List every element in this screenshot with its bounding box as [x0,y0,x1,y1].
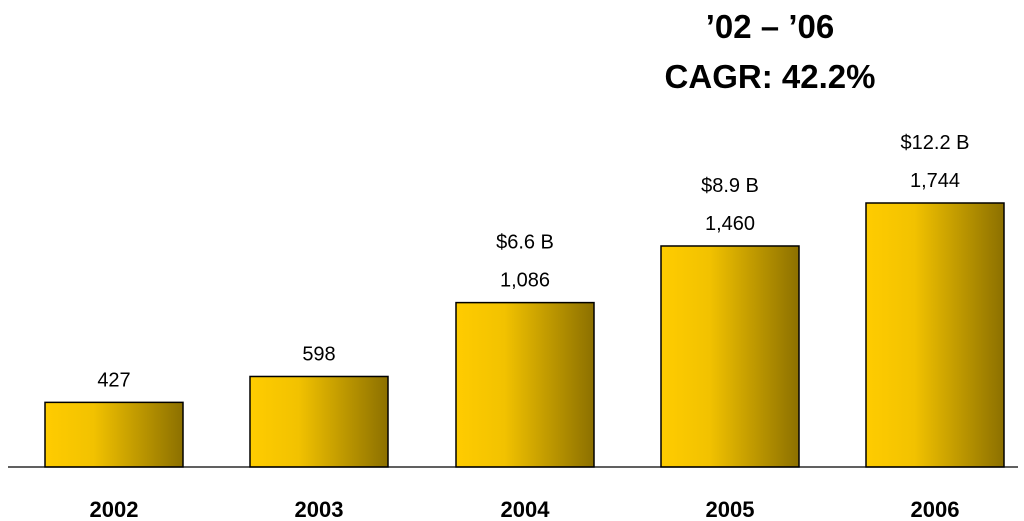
value-label-2002: 427 [97,369,130,391]
x-tick-label-2002: 2002 [90,497,139,521]
bar-2002 [44,401,184,468]
value-label-2004: 1,086 [500,270,550,292]
revenue-label-2006: $12.2 B [901,132,970,154]
revenue-label-2005: $8.9 B [701,175,759,197]
bar-2005 [660,245,800,468]
value-label-2006: 1,744 [910,170,960,192]
x-tick-label-2005: 2005 [706,497,755,521]
x-tick-label-2006: 2006 [911,497,960,521]
x-tick-label-2004: 2004 [501,497,551,521]
annotation-cagr: CAGR: 42.2% [664,58,876,95]
value-label-2005: 1,460 [705,213,755,235]
cagr-annotation: ’02 – ’06 CAGR: 42.2% [600,2,940,102]
x-tick-label-2003: 2003 [295,497,344,521]
annotation-period: ’02 – ’06 [705,8,835,45]
labels-group: 427 2002 598 2003 1,086 $6.6 B 2004 1,460 $8.9 B… [90,132,970,521]
bar-2003 [249,375,389,468]
bar-2004 [455,301,595,468]
value-label-2003: 598 [302,343,335,365]
bars-group [44,202,1005,468]
bar-2006 [865,202,1005,468]
revenue-label-2004: $6.6 B [496,232,554,254]
